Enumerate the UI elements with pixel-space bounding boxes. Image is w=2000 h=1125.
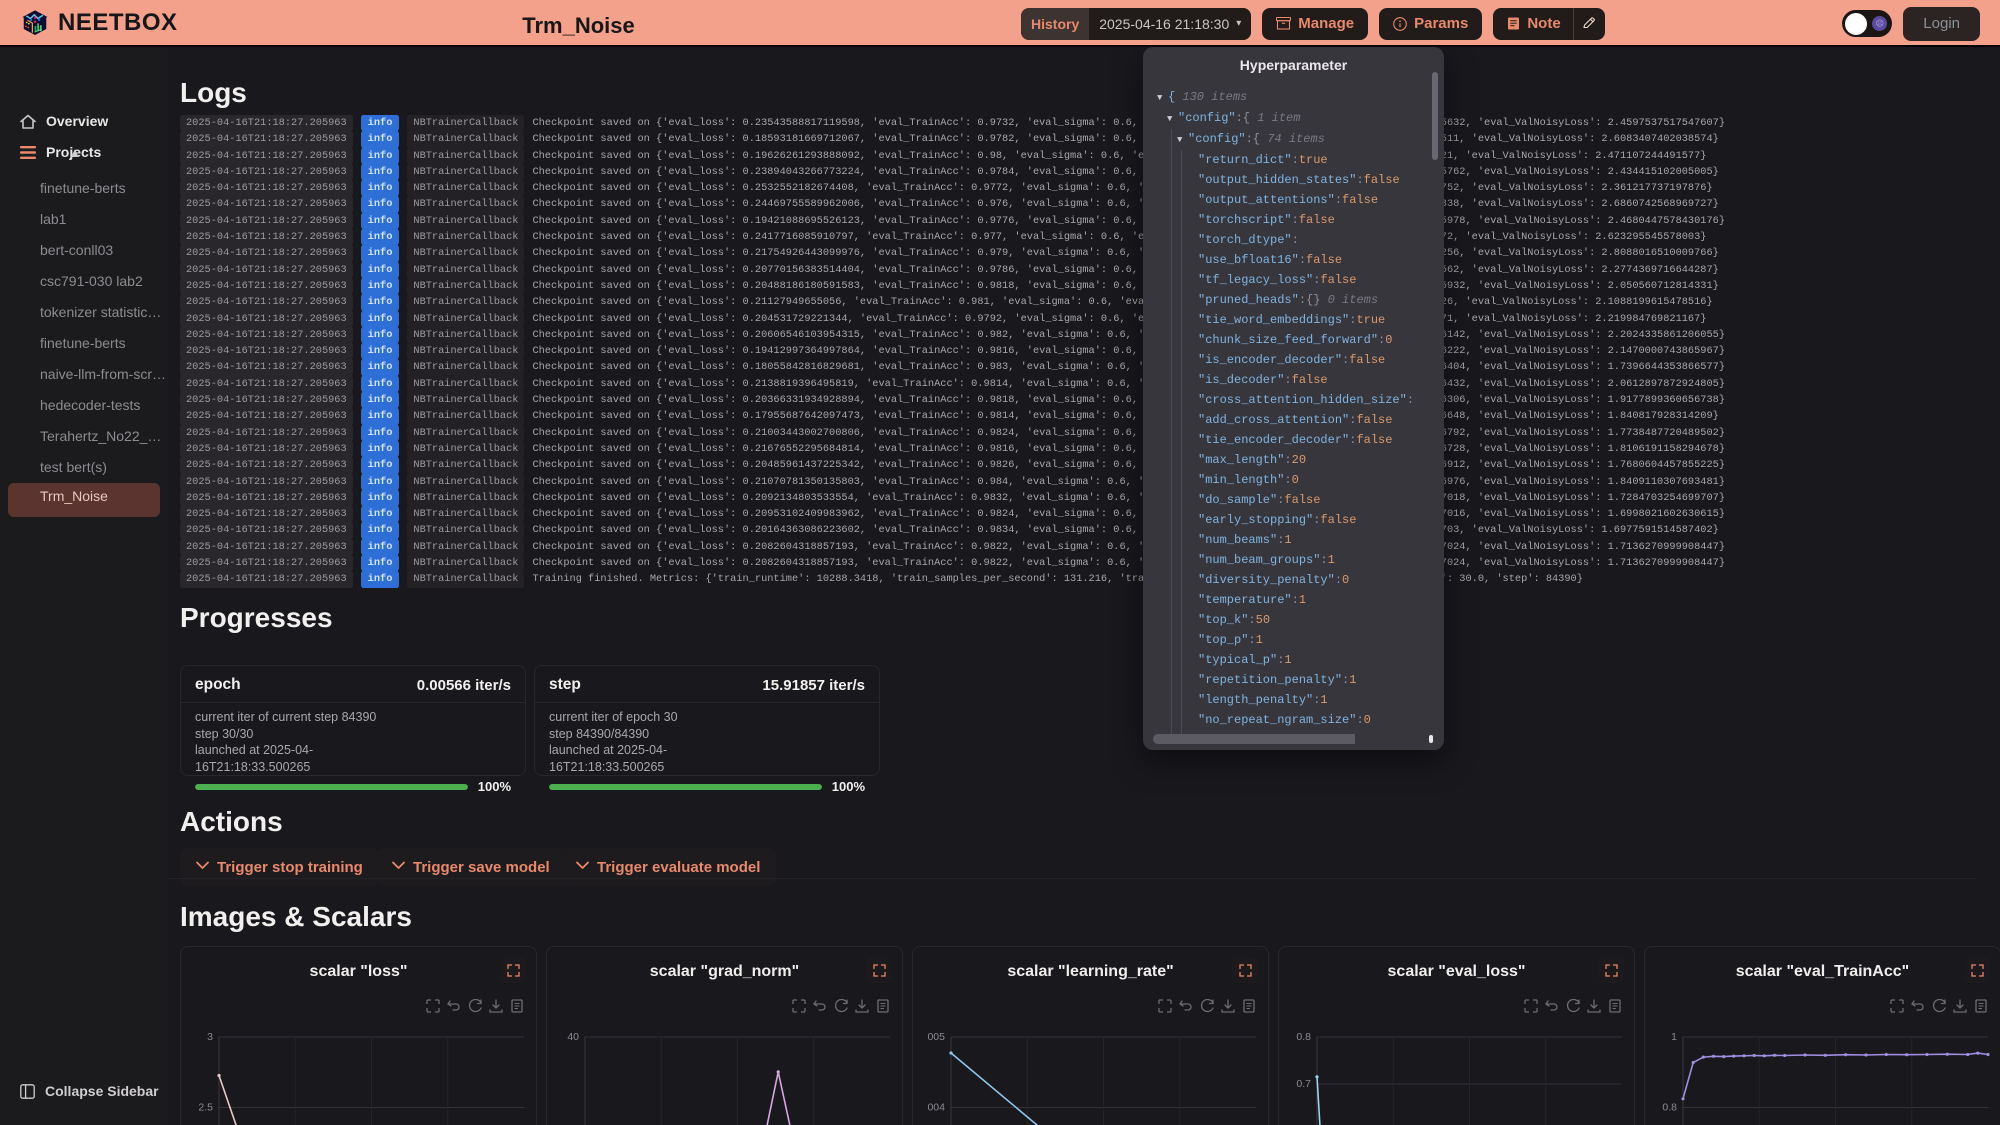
svg-text:005: 005 xyxy=(927,1031,945,1043)
svg-text:2.5: 2.5 xyxy=(198,1102,213,1114)
svg-text:0.7: 0.7 xyxy=(1296,1078,1311,1090)
svg-text:40: 40 xyxy=(567,1031,579,1043)
svg-text:004: 004 xyxy=(927,1102,945,1114)
svg-text:0.8: 0.8 xyxy=(1296,1031,1311,1043)
svg-text:0.8: 0.8 xyxy=(1662,1102,1677,1114)
svg-text:3: 3 xyxy=(207,1031,213,1043)
svg-text:1: 1 xyxy=(1671,1031,1677,1043)
